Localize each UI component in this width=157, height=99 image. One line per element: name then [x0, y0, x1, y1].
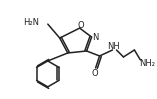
Text: NH₂: NH₂ — [139, 59, 155, 68]
Text: O: O — [91, 69, 98, 78]
Text: N: N — [92, 33, 99, 42]
Text: NH: NH — [107, 41, 120, 50]
Text: H₂N: H₂N — [23, 18, 39, 27]
Text: O: O — [77, 21, 84, 30]
